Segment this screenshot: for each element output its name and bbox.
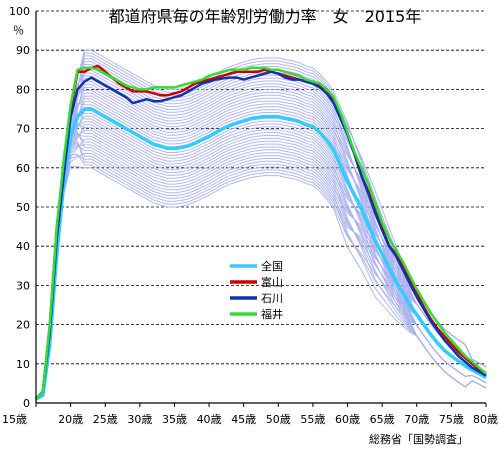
prefecture-line bbox=[35, 109, 487, 400]
prefecture-line bbox=[35, 112, 487, 400]
prefecture-line bbox=[35, 144, 487, 400]
series-line-福井 bbox=[35, 66, 487, 400]
y-tick-label: 10 bbox=[16, 358, 30, 371]
x-tick-label: 40歳 bbox=[197, 413, 222, 426]
prefecture-line bbox=[35, 98, 487, 400]
x-tick-label: 80歳 bbox=[473, 413, 498, 426]
prefecture-line bbox=[35, 155, 487, 400]
axes bbox=[35, 11, 487, 407]
y-tick-label: 50 bbox=[16, 201, 30, 214]
prefecture-line bbox=[35, 132, 487, 400]
chart-title: 都道府県毎の年齢別労働力率 女 2015年 bbox=[109, 7, 422, 26]
y-tick-label: 20 bbox=[16, 319, 30, 332]
y-tick-label: 70 bbox=[16, 123, 30, 136]
x-tick-label: 75歳 bbox=[439, 413, 464, 426]
x-tick-label: 35歳 bbox=[162, 413, 187, 426]
series-line-石川 bbox=[35, 70, 487, 400]
y-tick-label: 0 bbox=[23, 397, 30, 410]
prefecture-line bbox=[35, 138, 487, 400]
prefecture-line bbox=[35, 123, 487, 400]
prefecture-line bbox=[35, 81, 487, 400]
x-tick-label: 55歳 bbox=[300, 413, 325, 426]
prefecture-line bbox=[35, 84, 487, 400]
x-tick-label: 20歳 bbox=[58, 413, 83, 426]
y-tick-label: 90 bbox=[16, 44, 30, 57]
prefecture-line bbox=[35, 142, 487, 400]
x-tick-label: 60歳 bbox=[335, 413, 360, 426]
x-tick-label: 15歳 bbox=[2, 413, 27, 426]
prefecture-line bbox=[35, 101, 487, 400]
y-tick-label: 60 bbox=[16, 162, 30, 175]
prefecture-line bbox=[35, 89, 487, 400]
y-tick-label: 100 bbox=[9, 5, 30, 18]
prefecture-line bbox=[35, 166, 487, 400]
series-line-全国 bbox=[35, 107, 487, 401]
prefecture-background-lines bbox=[35, 49, 487, 400]
prefecture-line bbox=[35, 143, 487, 400]
x-tick-labels: 15歳 20歳 25歳 30歳 35歳 40歳 45歳 50歳 55歳 60歳 65歳 70歳 75歳 8… bbox=[2, 413, 498, 426]
y-tick-label: 30 bbox=[16, 279, 30, 292]
prefecture-line bbox=[35, 140, 487, 400]
x-tick-label: 45歳 bbox=[231, 413, 256, 426]
prefecture-line bbox=[35, 49, 487, 400]
prefecture-line bbox=[35, 153, 487, 400]
prefecture-line bbox=[35, 115, 487, 400]
prefecture-line bbox=[35, 52, 487, 400]
x-tick-label: 50歳 bbox=[266, 413, 291, 426]
y-tick-label: 80 bbox=[16, 83, 30, 96]
x-tick-label: 25歳 bbox=[93, 413, 118, 426]
prefecture-line bbox=[35, 130, 487, 400]
legend-label: 全国 bbox=[261, 259, 283, 273]
prefecture-line bbox=[35, 124, 487, 400]
prefecture-line bbox=[35, 95, 487, 400]
prefecture-line bbox=[35, 131, 487, 400]
legend-label: 石川 bbox=[261, 292, 283, 305]
prefecture-line bbox=[35, 87, 487, 400]
prefecture-line bbox=[35, 61, 487, 400]
y-tick-labels: 0 10 20 30 40 50 60 70 80 90 100 bbox=[9, 5, 30, 410]
y-tick-label: 40 bbox=[16, 240, 30, 253]
y-axis-unit: ％ bbox=[13, 24, 24, 37]
prefecture-line bbox=[35, 153, 487, 400]
series-lines bbox=[35, 64, 487, 401]
source-note: 総務省「国勢調査」 bbox=[369, 432, 468, 446]
x-tick-label: 65歳 bbox=[370, 413, 395, 426]
legend-label: 福井 bbox=[261, 307, 283, 321]
prefecture-line bbox=[35, 55, 487, 400]
x-tick-label: 70歳 bbox=[404, 413, 429, 426]
legend-label: 富山 bbox=[261, 275, 283, 289]
x-tick-label: 30歳 bbox=[127, 413, 152, 426]
